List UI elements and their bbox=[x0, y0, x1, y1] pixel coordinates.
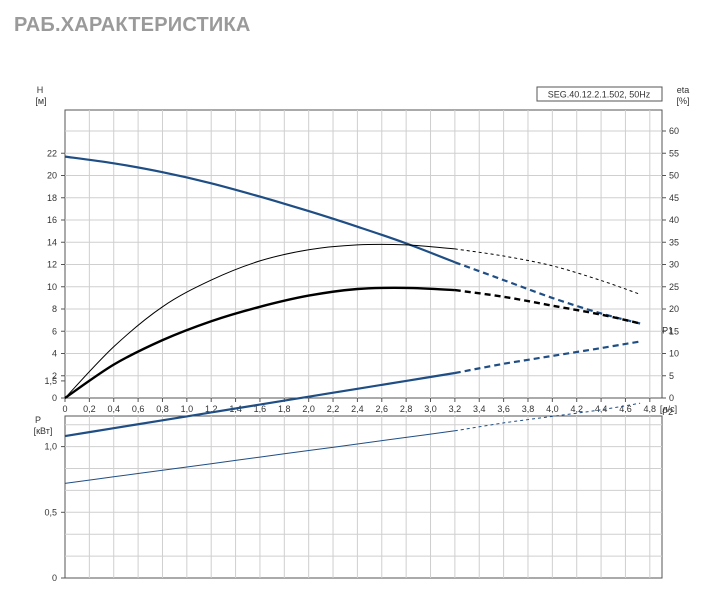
y-tick-label-eta: 15 bbox=[669, 326, 679, 336]
x-tick-label: 2,2 bbox=[327, 404, 340, 414]
y-tick-label-h: 8 bbox=[52, 304, 57, 314]
efficiency-curve-dashed bbox=[454, 248, 641, 295]
x-tick-label: 3,4 bbox=[473, 404, 486, 414]
y-tick-label-eta: 40 bbox=[669, 215, 679, 225]
x-tick-label: 2,6 bbox=[376, 404, 389, 414]
y-axis-unit-eta: [%] bbox=[676, 96, 689, 106]
x-tick-label: 3,2 bbox=[449, 404, 462, 414]
y-tick-label-eta: 0 bbox=[669, 393, 674, 403]
x-tick-label: 4,6 bbox=[619, 404, 632, 414]
x-tick-label: 1,2 bbox=[205, 404, 218, 414]
y-tick-label-h: 16 bbox=[47, 215, 57, 225]
y-tick-label-h: 4 bbox=[52, 349, 57, 359]
x-tick-label: 3,6 bbox=[497, 404, 510, 414]
y-tick-label-p: 1,0 bbox=[44, 442, 57, 452]
head-curve-dashed bbox=[454, 261, 641, 325]
x-tick-label: 2,8 bbox=[400, 404, 413, 414]
y-tick-label-h: 22 bbox=[47, 148, 57, 158]
power-curve-p1-dashed bbox=[454, 340, 641, 375]
y-tick-label-eta: 20 bbox=[669, 304, 679, 314]
y-tick-label-eta: 60 bbox=[669, 126, 679, 136]
y-axis-label-h: H bbox=[37, 85, 44, 95]
y-axis-label-eta: eta bbox=[677, 85, 690, 95]
x-tick-label: 4,4 bbox=[595, 404, 608, 414]
npsh-curve-dashed bbox=[454, 288, 641, 325]
y-tick-label-eta: 45 bbox=[669, 193, 679, 203]
y-tick-label-h: 14 bbox=[47, 237, 57, 247]
y-tick-label-h: 10 bbox=[47, 282, 57, 292]
y-tick-label-h: 20 bbox=[47, 171, 57, 181]
y-axis-unit-p: [кВт] bbox=[34, 426, 53, 436]
y-axis-label-p: P bbox=[35, 415, 41, 425]
power-curve-p1-solid bbox=[64, 371, 456, 438]
x-tick-label: 0,6 bbox=[132, 404, 145, 414]
page-title: РАБ.ХАРАКТЕРИСТИКА bbox=[14, 14, 251, 36]
x-tick-label: 3,0 bbox=[424, 404, 437, 414]
model-label: SEG.40.12.2.1.502, 50Hz bbox=[548, 90, 651, 100]
power-curve-p2-dashed bbox=[454, 402, 641, 432]
y-tick-label-eta: 10 bbox=[669, 349, 679, 359]
y-tick-label-eta: 35 bbox=[669, 237, 679, 247]
y-tick-label-h: 12 bbox=[47, 260, 57, 270]
x-axis-unit: [л/с] bbox=[660, 404, 677, 414]
x-tick-label: 0,8 bbox=[156, 404, 169, 414]
efficiency-curve-solid bbox=[64, 243, 455, 399]
x-tick-label: 4,0 bbox=[546, 404, 559, 414]
y-tick-label-p: 0,5 bbox=[44, 507, 57, 517]
series-label-p2: P2 bbox=[662, 407, 673, 417]
x-tick-label: 0 bbox=[62, 404, 67, 414]
y-tick-label-eta: 50 bbox=[669, 171, 679, 181]
x-tick-label: 3,8 bbox=[522, 404, 535, 414]
y-tick-label-p: 1,5 bbox=[44, 376, 57, 386]
chart-frame-bottom bbox=[64, 415, 663, 579]
y-tick-label-h: 0 bbox=[52, 393, 57, 403]
y-tick-label-eta: 25 bbox=[669, 282, 679, 292]
y-tick-label-h: 2 bbox=[52, 371, 57, 381]
x-tick-label: 2,4 bbox=[351, 404, 364, 414]
npsh-curve-solid bbox=[64, 286, 455, 399]
y-tick-label-eta: 5 bbox=[669, 371, 674, 381]
x-tick-label: 0,4 bbox=[107, 404, 120, 414]
x-tick-label: 1,0 bbox=[181, 404, 194, 414]
model-label-box bbox=[536, 86, 663, 102]
y-tick-label-eta: 30 bbox=[669, 260, 679, 270]
chart-frame-top bbox=[64, 109, 663, 399]
y-tick-label-eta: 55 bbox=[669, 148, 679, 158]
x-tick-label: 1,6 bbox=[254, 404, 267, 414]
x-tick-label: 2,0 bbox=[302, 404, 315, 414]
x-tick-label: 0,2 bbox=[83, 404, 96, 414]
x-tick-label: 4,8 bbox=[644, 404, 657, 414]
series-label-p1: P1 bbox=[662, 325, 673, 335]
power-curve-p2-solid bbox=[64, 430, 455, 484]
x-tick-label: 1,8 bbox=[278, 404, 291, 414]
y-tick-label-h: 6 bbox=[52, 326, 57, 336]
head-curve-solid bbox=[64, 155, 456, 264]
y-tick-label-h: 18 bbox=[47, 193, 57, 203]
y-axis-unit-h: [м] bbox=[35, 96, 46, 106]
y-tick-label-p: 0 bbox=[52, 573, 57, 583]
x-tick-label: 4,2 bbox=[570, 404, 583, 414]
